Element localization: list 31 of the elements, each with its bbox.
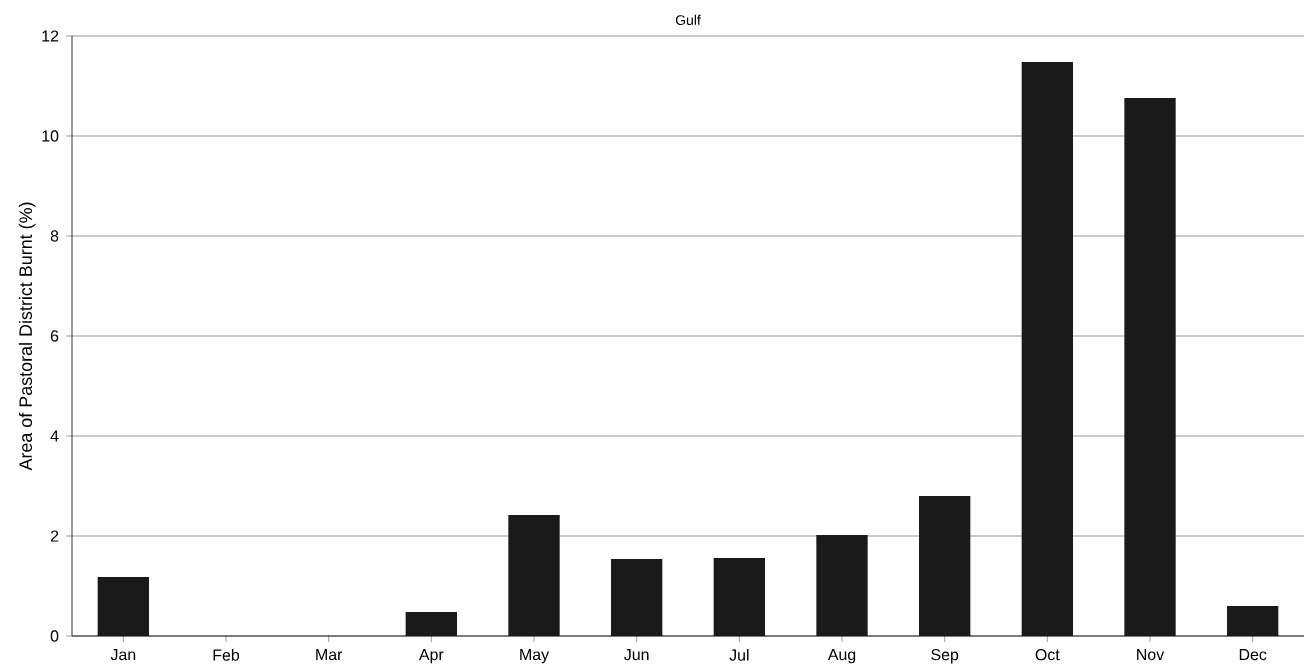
- y-tick-label: 8: [50, 230, 59, 242]
- y-tick-label: 12: [42, 30, 59, 42]
- x-tick-label: Nov: [1137, 649, 1165, 661]
- bar: [1021, 61, 1074, 636]
- y-axis-title: Area of Pastoral District Burnt (%): [18, 202, 36, 471]
- bar: [97, 577, 149, 636]
- x-tick-label: Oct: [1035, 649, 1060, 661]
- y-tick-label: 6: [50, 330, 59, 342]
- x-tick-label: Apr: [418, 649, 444, 664]
- x-tick-label: Jan: [110, 649, 136, 661]
- x-tick-label: Jul: [729, 649, 749, 661]
- bar: [919, 496, 971, 636]
- y-tick-label: 2: [50, 530, 59, 542]
- x-tick-label: Sep: [931, 649, 959, 664]
- bar: [713, 558, 766, 636]
- bar: [816, 535, 868, 636]
- bar: [508, 515, 560, 636]
- bar: [405, 612, 458, 636]
- x-tick-label: Mar: [316, 649, 343, 661]
- x-tick-label: Dec: [1239, 649, 1267, 661]
- x-tick-label: Feb: [213, 649, 240, 661]
- y-tick-label: 4: [50, 430, 59, 442]
- chart-title: Gulf: [675, 14, 701, 25]
- x-tick-label: Jun: [624, 649, 649, 661]
- y-tick-label: 10: [42, 130, 59, 142]
- y-tick-label: 0: [50, 630, 59, 642]
- x-tick-label: May: [520, 649, 550, 664]
- x-tick-label: Aug: [827, 649, 856, 664]
- bar: [1124, 97, 1176, 636]
- bar: [611, 559, 663, 636]
- bar: [1227, 606, 1279, 636]
